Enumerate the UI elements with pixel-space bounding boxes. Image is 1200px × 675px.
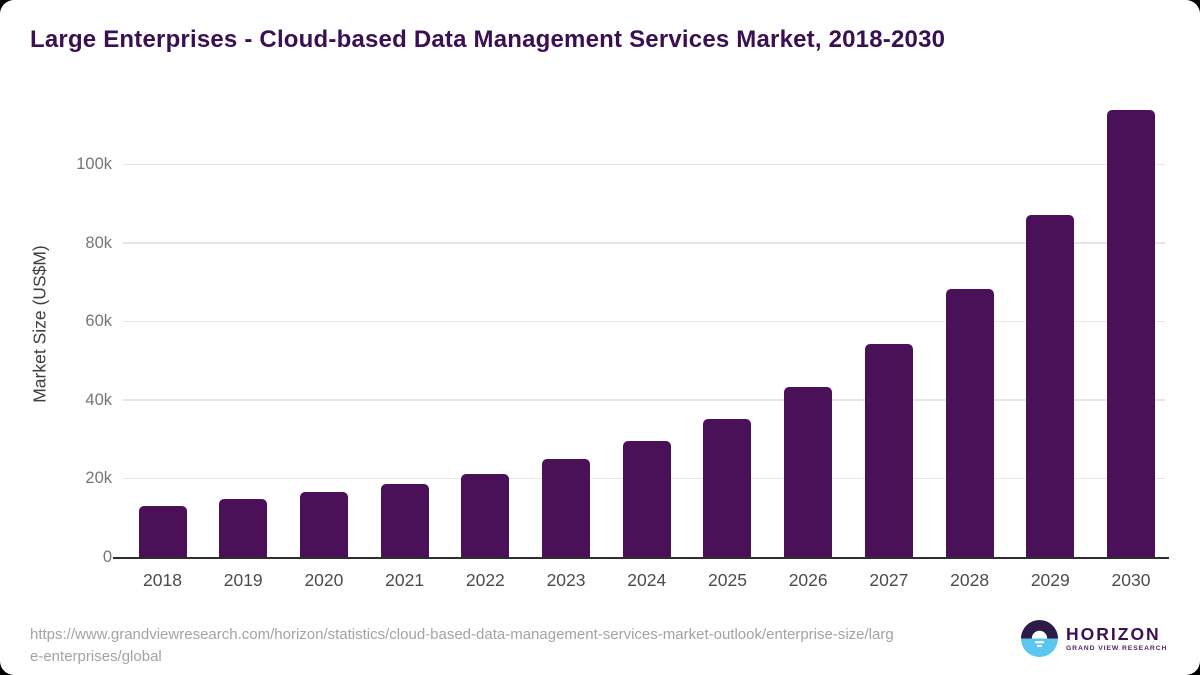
x-tick-label-2024: 2024 [627, 570, 667, 590]
gridline-40k [123, 399, 1165, 401]
x-axis-line [113, 557, 1169, 560]
x-tick-label-2021: 2021 [385, 570, 425, 590]
horizon-logo: HORIZON GRAND VIEW RESEARCH [1021, 620, 1167, 657]
x-tick-label-2023: 2023 [546, 570, 586, 590]
x-tick-label-2025: 2025 [708, 570, 747, 590]
bar-2019 [219, 499, 268, 558]
y-tick-label-100k: 100k [76, 155, 112, 173]
source-url: https://www.grandviewresearch.com/horizo… [30, 624, 950, 667]
x-tick-label-2019: 2019 [223, 570, 263, 590]
source-url-line1: https://www.grandviewresearch.com/horizo… [30, 626, 894, 643]
bar-chart-plot-area [123, 100, 1165, 558]
x-tick-label-2022: 2022 [465, 570, 505, 590]
x-tick-label-2027: 2027 [869, 570, 909, 590]
x-tick-label-2029: 2029 [1030, 570, 1070, 590]
y-tick-label-40k: 40k [85, 390, 112, 409]
logo-subtitle: GRAND VIEW RESEARCH [1066, 644, 1168, 652]
gridline-100k [123, 163, 1165, 165]
bar-2027 [864, 344, 913, 558]
x-tick-label-2028: 2028 [950, 570, 990, 590]
y-tick-label-80k: 80k [85, 233, 112, 252]
y-tick-label-60k: 60k [85, 312, 112, 331]
bar-2025 [703, 418, 752, 558]
y-tick-label-20k: 20k [85, 469, 112, 488]
x-tick-label-2026: 2026 [788, 570, 828, 590]
bar-2022 [461, 473, 510, 558]
bar-2018 [138, 506, 187, 558]
gridline-60k [123, 320, 1165, 323]
gridline-80k [123, 242, 1165, 244]
bar-2021 [380, 483, 429, 558]
chart-title: Large Enterprises - Cloud-based Data Man… [30, 26, 946, 53]
bar-2023 [542, 458, 591, 558]
bar-2030 [1107, 110, 1156, 558]
x-tick-label-2020: 2020 [304, 570, 344, 590]
x-tick-label-2018: 2018 [143, 570, 182, 590]
bar-2020 [299, 491, 348, 558]
source-url-line2: e-enterprises/global [30, 647, 162, 665]
horizon-sunset-icon [1021, 620, 1058, 657]
logo-wordmark: HORIZON [1066, 623, 1161, 644]
logo-text: HORIZON GRAND VIEW RESEARCH [1066, 623, 1168, 653]
x-tick-label-2030: 2030 [1111, 570, 1151, 590]
bar-2024 [622, 441, 671, 558]
bar-2029 [1026, 214, 1075, 558]
y-tick-label-0: 0 [102, 548, 112, 566]
bar-2028 [945, 288, 994, 558]
bar-2026 [784, 386, 833, 558]
